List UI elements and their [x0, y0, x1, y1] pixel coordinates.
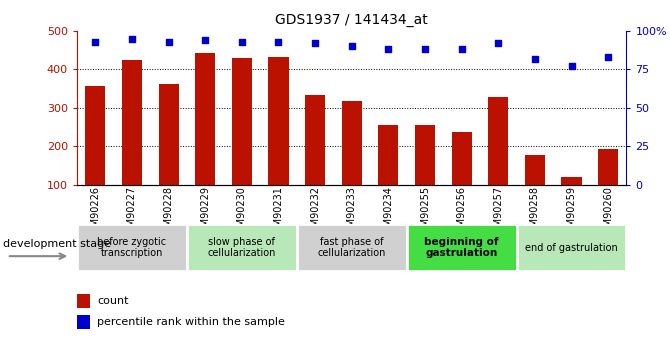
Point	[200, 38, 210, 43]
Point	[273, 39, 284, 45]
Bar	[77, 224, 187, 271]
Bar	[232, 58, 252, 185]
Bar	[561, 177, 582, 185]
Point	[493, 41, 504, 46]
Point	[310, 41, 320, 46]
Point	[566, 63, 577, 69]
Bar	[187, 224, 297, 271]
Bar	[77, 315, 90, 329]
Text: slow phase of
cellularization: slow phase of cellularization	[208, 237, 276, 258]
Title: GDS1937 / 141434_at: GDS1937 / 141434_at	[275, 13, 428, 27]
Text: beginning of
gastrulation: beginning of gastrulation	[424, 237, 499, 258]
Point	[603, 55, 614, 60]
Point	[346, 44, 357, 49]
Bar	[195, 52, 215, 185]
Text: end of gastrulation: end of gastrulation	[525, 243, 618, 253]
Bar	[269, 57, 289, 185]
Bar	[122, 60, 142, 185]
Bar	[342, 101, 362, 185]
Bar	[415, 125, 435, 185]
Point	[90, 39, 100, 45]
Point	[456, 47, 467, 52]
Point	[383, 47, 394, 52]
Bar	[305, 95, 325, 185]
Bar	[407, 224, 517, 271]
Bar	[379, 125, 399, 185]
Bar	[77, 294, 90, 308]
Bar	[517, 224, 626, 271]
Bar	[297, 224, 407, 271]
Bar	[525, 155, 545, 185]
Bar	[159, 83, 179, 185]
Text: count: count	[97, 296, 129, 306]
Text: development stage: development stage	[3, 239, 111, 249]
Point	[529, 56, 540, 61]
Point	[127, 36, 137, 41]
Text: percentile rank within the sample: percentile rank within the sample	[97, 317, 285, 327]
Bar	[85, 86, 105, 185]
Text: before zygotic
transcription: before zygotic transcription	[97, 237, 167, 258]
Point	[419, 47, 430, 52]
Bar	[488, 97, 509, 185]
Bar	[598, 149, 618, 185]
Text: fast phase of
cellularization: fast phase of cellularization	[318, 237, 386, 258]
Point	[237, 39, 247, 45]
Point	[163, 39, 174, 45]
Bar	[452, 132, 472, 185]
